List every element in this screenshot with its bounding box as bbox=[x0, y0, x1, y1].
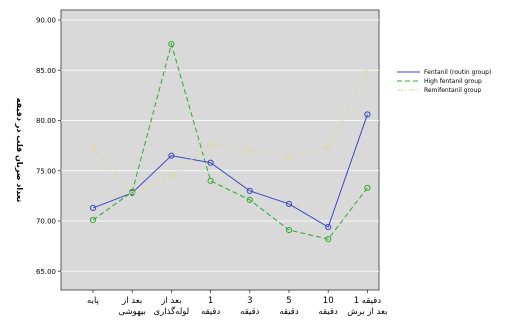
y-tick-label: 65.00 bbox=[36, 268, 56, 276]
data-point bbox=[129, 188, 136, 195]
y-tick-label: 80.00 bbox=[36, 117, 56, 125]
data-point bbox=[325, 223, 332, 231]
data-point bbox=[325, 235, 332, 243]
data-point bbox=[246, 146, 253, 153]
data-point bbox=[89, 204, 97, 212]
data-point bbox=[246, 187, 253, 194]
grid-lines bbox=[61, 19, 379, 272]
legend-label: Remifentanil group bbox=[424, 87, 481, 94]
data-point bbox=[246, 196, 253, 203]
data-point bbox=[207, 177, 214, 184]
x-tick-label: بیهوشی bbox=[118, 307, 145, 317]
data-point bbox=[364, 70, 371, 77]
series-line-1 bbox=[92, 114, 368, 228]
data-point bbox=[168, 152, 175, 159]
y-tick-label: 85.00 bbox=[36, 67, 56, 75]
data-point bbox=[364, 184, 371, 191]
x-tick-label: دقیقه bbox=[240, 307, 259, 317]
data-point bbox=[364, 111, 371, 118]
x-tick-label: 3 bbox=[247, 296, 252, 306]
x-tick-label: دقیقه bbox=[279, 307, 298, 317]
y-axis-ticks: 65.00 70.00 75.00 80.00 85.00 90.00 bbox=[36, 17, 61, 276]
y-tick-label: 75.00 bbox=[36, 167, 56, 175]
series-points bbox=[89, 41, 371, 243]
x-tick-label: 10 bbox=[323, 296, 334, 306]
x-tick-label: بعد از برش bbox=[347, 307, 387, 317]
data-point bbox=[129, 190, 136, 197]
data-point bbox=[285, 200, 293, 208]
data-point bbox=[168, 41, 175, 48]
x-tick-label: بعد از bbox=[160, 296, 181, 306]
y-tick-label: 90.00 bbox=[36, 17, 56, 25]
x-tick-label: 5 bbox=[286, 296, 291, 306]
x-tick-label: دقیقه bbox=[319, 307, 338, 317]
legend: Fentanil (routin group) High fentanil gro… bbox=[397, 69, 491, 94]
data-point bbox=[207, 159, 214, 166]
series-line-2 bbox=[92, 42, 368, 240]
x-tick-label: دقیقه bbox=[201, 307, 220, 317]
y-tick-label: 70.00 bbox=[36, 218, 56, 226]
x-tick-label: پایه bbox=[87, 296, 100, 306]
data-point bbox=[285, 154, 293, 161]
data-point bbox=[325, 143, 332, 150]
legend-label: Fentanil (routin group) bbox=[424, 69, 491, 76]
x-tick-label: 1 bbox=[208, 296, 213, 306]
data-point bbox=[207, 141, 214, 148]
plot-area bbox=[60, 9, 380, 291]
y-axis-title: تعداد ضربان قلب در دقیقه bbox=[15, 98, 24, 203]
x-tick-label: بعد از bbox=[121, 296, 142, 306]
data-point bbox=[285, 226, 293, 234]
data-point bbox=[168, 172, 175, 179]
x-tick-label: لوله‌گذاری bbox=[154, 306, 190, 317]
data-point bbox=[89, 216, 97, 224]
x-tick-label: دقیقه 1 bbox=[354, 296, 382, 306]
series-line-3 bbox=[92, 73, 368, 195]
data-point bbox=[89, 144, 97, 151]
series-lines bbox=[92, 42, 368, 240]
legend-label: High fentanil group bbox=[424, 78, 482, 85]
